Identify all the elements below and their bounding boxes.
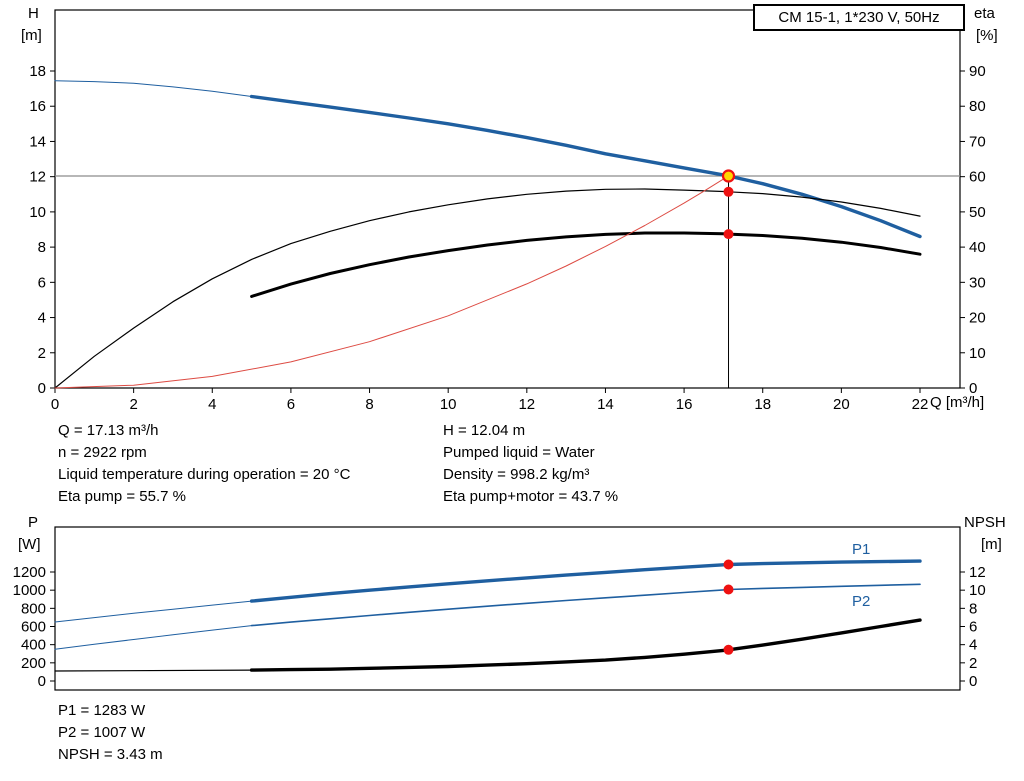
right-tick-label: 4 <box>969 637 977 654</box>
x-tick-label: 20 <box>833 396 850 413</box>
left-tick-label: 4 <box>38 310 46 327</box>
p1-series-label: P1 <box>852 541 871 558</box>
p2-series-label: P2 <box>852 593 871 610</box>
marker-npsh-point <box>723 644 734 655</box>
info-npsh: NPSH = 3.43 m <box>58 746 163 763</box>
power-info-column: P1 = 1283 W P2 = 1007 W NPSH = 3.43 m <box>58 700 163 766</box>
npsh-axis-unit: [m] <box>981 536 1002 553</box>
npsh-axis-title: NPSH <box>964 514 1006 531</box>
series-p2-extension <box>54 625 253 650</box>
right-tick-label: 0 <box>969 380 977 397</box>
duty-info-left-column: Q = 17.13 m³/h n = 2922 rpm Liquid tempe… <box>58 420 350 508</box>
right-tick-label: 80 <box>969 98 986 115</box>
right-tick-label: 40 <box>969 239 986 256</box>
marker-eta-pump-point <box>723 186 734 197</box>
x-tick-label: 14 <box>597 396 614 413</box>
marker-eta-pump-motor-point <box>723 229 734 240</box>
right-tick-label: 8 <box>969 600 977 617</box>
x-tick-label: 8 <box>365 396 373 413</box>
q-axis-title: Q [m³/h] <box>930 394 985 411</box>
left-tick-label: 16 <box>29 98 46 115</box>
info-eta-pump-motor: Eta pump+motor = 43.7 % <box>443 488 619 505</box>
marker-p1-point <box>723 559 734 570</box>
left-tick-label: 14 <box>29 133 46 150</box>
eta-axis-unit: [%] <box>976 27 998 44</box>
right-tick-label: 10 <box>969 345 986 362</box>
x-tick-label: 10 <box>440 396 457 413</box>
right-tick-label: 60 <box>969 169 986 186</box>
h-axis-title: H <box>28 5 39 22</box>
x-tick-label: 6 <box>287 396 295 413</box>
left-tick-label: 1000 <box>13 582 46 599</box>
info-liquid: Pumped liquid = Water <box>443 444 595 461</box>
right-tick-label: 10 <box>969 582 986 599</box>
right-tick-label: 90 <box>969 63 986 80</box>
info-temperature: Liquid temperature during operation = 20… <box>58 466 351 483</box>
left-tick-label: 400 <box>21 637 46 654</box>
series-system-curve <box>54 175 729 389</box>
right-tick-label: 0 <box>969 673 977 690</box>
qh-chart: 0 2 4 6 8 10 12 14 16 18 0 10 20 30 40 50 60 70 80 90 0 2 4 6 8 1… <box>29 9 986 413</box>
right-tick-label: 50 <box>969 204 986 221</box>
left-tick-label: 0 <box>38 380 46 397</box>
info-density: Density = 998.2 kg/m³ <box>443 466 590 483</box>
right-tick-label: 2 <box>969 655 977 672</box>
left-tick-label: 6 <box>38 274 46 291</box>
right-tick-label: 12 <box>969 564 986 581</box>
right-tick-label: 20 <box>969 310 986 327</box>
pump-model-title: CM 15-1, 1*230 V, 50Hz <box>753 4 965 31</box>
x-tick-label: 2 <box>129 396 137 413</box>
series-eta-pump-motor <box>250 231 922 298</box>
left-tick-label: 10 <box>29 204 46 221</box>
series-head-extension <box>54 80 253 97</box>
left-tick-label: 200 <box>21 655 46 672</box>
series-eta-pump <box>54 188 921 389</box>
info-flow: Q = 17.13 m³/h <box>58 422 159 439</box>
right-tick-label: 30 <box>969 274 986 291</box>
left-tick-label: 1200 <box>13 564 46 581</box>
series-head-curve <box>249 94 922 239</box>
left-tick-label: 800 <box>21 600 46 617</box>
p-axis-title: P <box>28 514 39 531</box>
marker-p2-point <box>723 584 734 595</box>
info-speed: n = 2922 rpm <box>58 444 147 461</box>
series-p1-curve <box>249 559 922 603</box>
info-head: H = 12.04 m <box>443 422 526 439</box>
x-tick-label: 4 <box>208 396 216 413</box>
duty-info-right-column: H = 12.04 m Pumped liquid = Water Densit… <box>443 420 618 508</box>
series-npsh-extension <box>54 669 253 672</box>
left-tick-label: 8 <box>38 239 46 256</box>
left-tick-label: 18 <box>29 63 46 80</box>
qh-chart-frame <box>54 9 961 389</box>
h-axis-unit: [m] <box>21 27 42 44</box>
p-axis-unit: [W] <box>18 536 41 553</box>
left-tick-label: 600 <box>21 619 46 636</box>
info-eta-pump: Eta pump = 55.7 % <box>58 488 186 505</box>
left-tick-label: 0 <box>38 673 46 690</box>
right-tick-label: 6 <box>969 619 977 636</box>
x-tick-label: 12 <box>518 396 535 413</box>
marker-duty-point <box>721 169 736 183</box>
info-p2: P2 = 1007 W <box>58 724 146 741</box>
series-p1-extension <box>54 600 253 623</box>
right-tick-label: 70 <box>969 133 986 150</box>
left-tick-label: 12 <box>29 169 46 186</box>
left-tick-label: 2 <box>38 345 46 362</box>
x-tick-label: 18 <box>754 396 771 413</box>
info-p1: P1 = 1283 W <box>58 702 146 719</box>
x-tick-label: 22 <box>912 396 929 413</box>
series-p2-curve <box>250 583 921 627</box>
eta-axis-title: eta <box>974 5 995 22</box>
x-tick-label: 16 <box>676 396 693 413</box>
series-npsh-curve <box>249 618 922 672</box>
x-tick-label: 0 <box>51 396 59 413</box>
